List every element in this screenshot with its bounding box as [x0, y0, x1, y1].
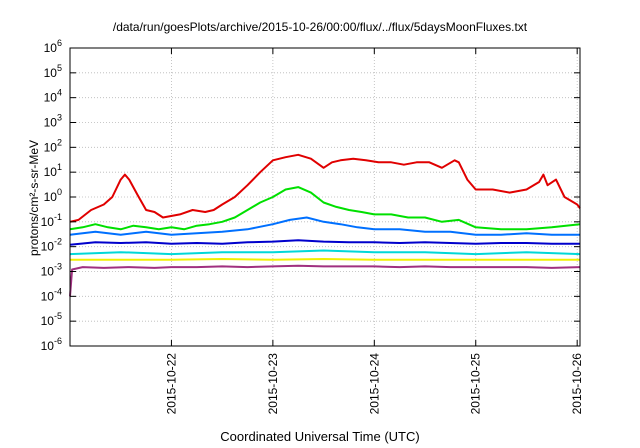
series-line-7: [69, 264, 581, 297]
y-tick-label: 10-1: [41, 212, 62, 229]
grid: [70, 48, 580, 346]
x-axis-label: Coordinated Universal Time (UTC): [220, 429, 420, 444]
chart-title: /data/run/goesPlots/archive/2015-10-26/0…: [112, 20, 528, 34]
y-axis-label: protons/cm²-s-sr-MeV: [27, 139, 41, 257]
series-line-6: [70, 258, 580, 261]
series-line-3: [69, 216, 580, 236]
y-tick-label: 105: [44, 63, 62, 80]
y-tick-label: 101: [44, 162, 62, 179]
y-tick-label: 100: [44, 187, 62, 204]
y-tick-label: 10-2: [41, 237, 62, 254]
tick-marks: [70, 47, 580, 347]
y-tick-label: 104: [44, 88, 62, 105]
y-tick-label: 10-5: [41, 311, 62, 328]
series-line-5: [69, 249, 581, 256]
y-tick-label: 103: [44, 113, 62, 130]
y-tick-label: 10-6: [41, 336, 62, 353]
y-tick-label: 106: [44, 38, 62, 55]
x-tick-labels: 2015-10-22 2015-10-23 2015-10-24 2015-10-25…: [164, 353, 584, 415]
y-tick-labels: 10-6 10-5 10-4 10-3 10-2 10-1 100 101 102 103 104 1…: [41, 38, 62, 353]
y-tick-label: 10-3: [41, 262, 62, 279]
y-tick-label: 10-4: [41, 286, 62, 303]
y-tick-label: 102: [44, 137, 62, 154]
series-line-4: [69, 239, 580, 246]
x-tick-label: 2015-10-23: [266, 353, 280, 415]
x-tick-label: 2015-10-25: [469, 353, 483, 415]
x-tick-label: 2015-10-22: [164, 353, 178, 415]
series-group: [69, 153, 581, 297]
series-line-1: [69, 153, 581, 223]
x-tick-label: 2015-10-26: [570, 353, 584, 415]
x-tick-label: 2015-10-24: [367, 353, 381, 415]
series-line-2: [69, 186, 581, 231]
